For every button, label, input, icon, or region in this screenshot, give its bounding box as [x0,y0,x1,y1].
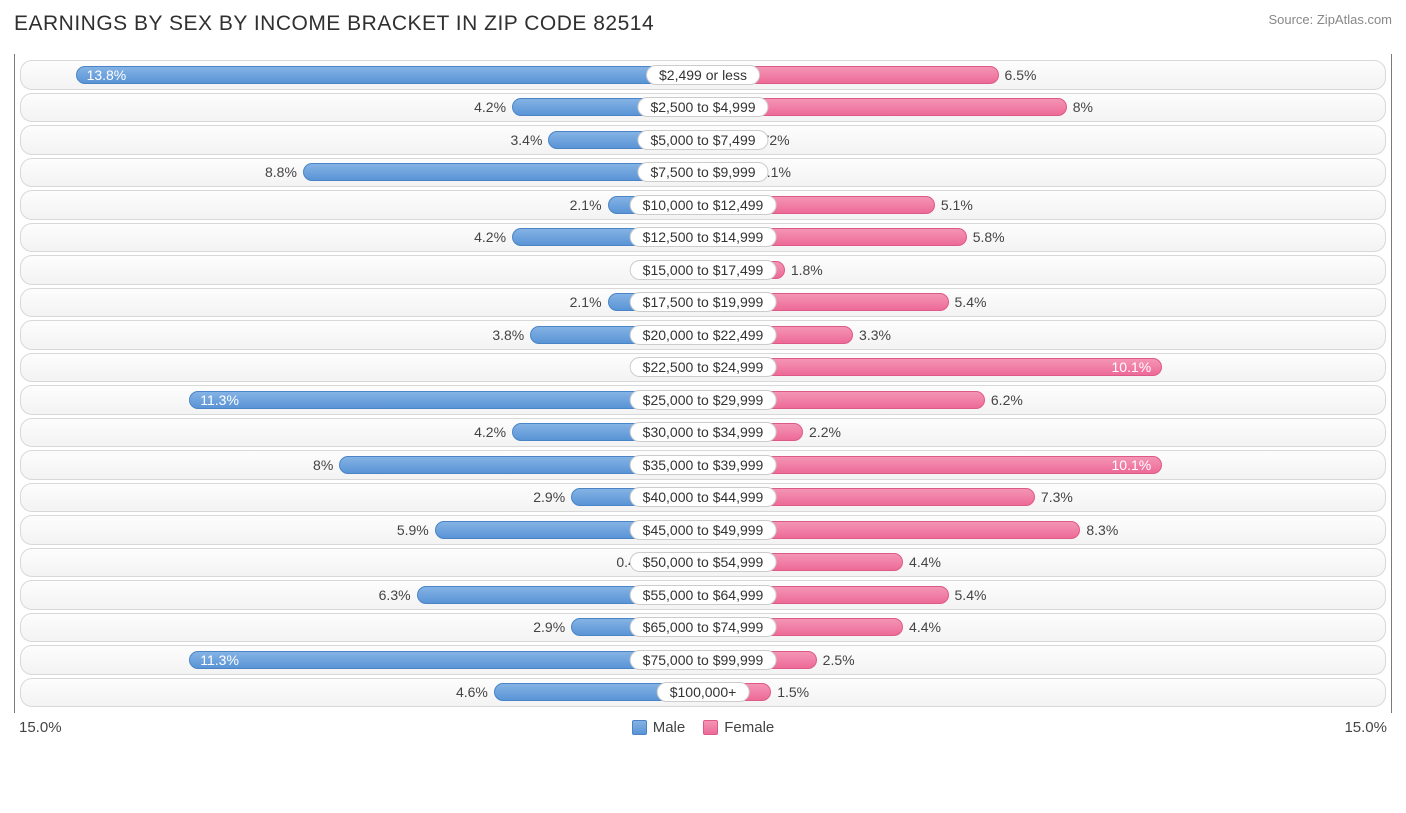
chart-row: 3.8% 3.3% $20,000 to $22,499 [20,320,1386,350]
chart-row: 0.42%4.4%$50,000 to $54,999 [20,548,1386,578]
bracket-label: $50,000 to $54,999 [630,552,777,572]
female-value: 3.3% [859,327,891,343]
female-value: 6.2% [991,392,1023,408]
bracket-label: $10,000 to $12,499 [630,195,777,215]
male-value: 2.1% [570,197,602,213]
female-value: 5.4% [955,587,987,603]
male-value: 4.2% [474,424,506,440]
chart-source: Source: ZipAtlas.com [1268,12,1392,27]
male-value: 3.4% [511,132,543,148]
female-value: 1.8% [791,262,823,278]
female-value: 8.3% [1086,522,1118,538]
female-value: 7.3% [1041,489,1073,505]
bracket-label: $45,000 to $49,999 [630,520,777,540]
bracket-label: $35,000 to $39,999 [630,455,777,475]
female-value: 5.4% [955,294,987,310]
chart-row: 11.3% 2.5% $75,000 to $99,999 [20,645,1386,675]
legend-male: Male [632,719,686,736]
male-value: 2.9% [533,619,565,635]
male-value: 5.9% [397,522,429,538]
male-value: 6.3% [379,587,411,603]
chart-row: 4.2% 5.8% $12,500 to $14,999 [20,223,1386,253]
chart-row: 11.3% 6.2% $25,000 to $29,999 [20,385,1386,415]
male-value: 11.3% [190,392,249,408]
bracket-label: $55,000 to $64,999 [630,585,777,605]
male-value: 4.2% [474,99,506,115]
male-value: 11.3% [190,652,249,668]
male-value: 2.1% [570,294,602,310]
male-value: 4.2% [474,229,506,245]
chart-row: 0%1.8%$15,000 to $17,499 [20,255,1386,285]
male-value: 13.8% [77,67,137,83]
female-value: 2.2% [809,424,841,440]
female-value: 1.5% [777,684,809,700]
chart-body: 13.8% 6.5% $2,499 or less 4.2% 8% $2,500 to $… [14,54,1392,713]
bracket-label: $7,500 to $9,999 [637,162,768,182]
bracket-label: $30,000 to $34,999 [630,422,777,442]
female-value: 8% [1073,99,1093,115]
bracket-label: $65,000 to $74,999 [630,617,777,637]
legend-female-label: Female [724,719,774,736]
male-value: 8% [313,457,333,473]
bracket-label: $100,000+ [657,682,750,702]
bracket-label: $2,500 to $4,999 [637,97,768,117]
bracket-label: $2,499 or less [646,65,760,85]
chart-row: 2.9% 4.4% $65,000 to $74,999 [20,613,1386,643]
bracket-label: $75,000 to $99,999 [630,650,777,670]
female-swatch-icon [703,720,718,735]
male-bar: 13.8% [76,66,703,84]
axis-max-right: 15.0% [1344,719,1387,736]
chart-row: 6.3% 5.4% $55,000 to $64,999 [20,580,1386,610]
male-swatch-icon [632,720,647,735]
chart-row: 13.8% 6.5% $2,499 or less [20,60,1386,90]
bracket-label: $22,500 to $24,999 [630,357,777,377]
male-value: 3.8% [492,327,524,343]
chart-row: 4.2% 8% $2,500 to $4,999 [20,93,1386,123]
legend-female: Female [703,719,774,736]
chart-row: 8% 10.1% $35,000 to $39,999 [20,450,1386,480]
chart-row: 2.9% 7.3% $40,000 to $44,999 [20,483,1386,513]
chart-row: 2.1% 5.4% $17,500 to $19,999 [20,288,1386,318]
chart-row: 4.2% 2.2% $30,000 to $34,999 [20,418,1386,448]
chart-title: EARNINGS BY SEX BY INCOME BRACKET IN ZIP… [14,12,654,36]
female-value: 2.5% [823,652,855,668]
legend: Male Female [62,719,1345,736]
male-value: 8.8% [265,164,297,180]
female-value: 6.5% [1005,67,1037,83]
male-value: 2.9% [533,489,565,505]
chart-row: 2.1% 5.1% $10,000 to $12,499 [20,190,1386,220]
female-value: 4.4% [909,554,941,570]
chart-row: 4.6% 1.5% $100,000+ [20,678,1386,708]
bracket-label: $17,500 to $19,999 [630,292,777,312]
bracket-label: $12,500 to $14,999 [630,227,777,247]
chart-row: 0%10.1%$22,500 to $24,999 [20,353,1386,383]
bracket-label: $40,000 to $44,999 [630,487,777,507]
chart-row: 8.8%1.1%$7,500 to $9,999 [20,158,1386,188]
male-bar: 11.3% [189,651,703,669]
male-value: 4.6% [456,684,488,700]
male-bar: 11.3% [189,391,703,409]
legend-male-label: Male [653,719,686,736]
female-value: 10.1% [1102,457,1162,473]
bracket-label: $15,000 to $17,499 [630,260,777,280]
chart-row: 5.9% 8.3% $45,000 to $49,999 [20,515,1386,545]
female-value: 10.1% [1102,359,1162,375]
bracket-label: $5,000 to $7,499 [637,130,768,150]
axis-max-left: 15.0% [19,719,62,736]
female-value: 5.8% [973,229,1005,245]
bracket-label: $20,000 to $22,499 [630,325,777,345]
female-value: 4.4% [909,619,941,635]
chart-row: 3.4%0.72%$5,000 to $7,499 [20,125,1386,155]
bracket-label: $25,000 to $29,999 [630,390,777,410]
female-value: 5.1% [941,197,973,213]
